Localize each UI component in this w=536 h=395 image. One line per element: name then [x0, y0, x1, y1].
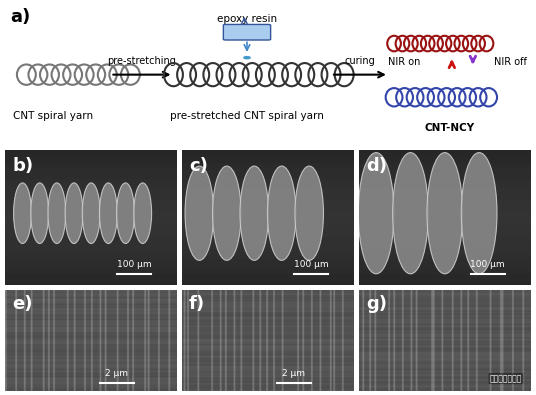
Text: a): a) — [11, 8, 31, 26]
Text: c): c) — [189, 157, 208, 175]
Ellipse shape — [427, 152, 463, 274]
Text: g): g) — [366, 295, 387, 313]
Ellipse shape — [243, 56, 251, 59]
Text: 100 μm: 100 μm — [117, 260, 151, 269]
Ellipse shape — [13, 183, 32, 243]
Text: pre-stretched CNT spiral yarn: pre-stretched CNT spiral yarn — [170, 111, 324, 121]
Ellipse shape — [48, 183, 66, 243]
Text: f): f) — [189, 295, 205, 313]
Text: b): b) — [12, 157, 33, 175]
Text: 2 μm: 2 μm — [282, 369, 305, 378]
Ellipse shape — [295, 166, 324, 260]
Text: curing: curing — [345, 56, 375, 66]
Ellipse shape — [212, 166, 241, 260]
Ellipse shape — [240, 166, 269, 260]
Ellipse shape — [134, 183, 152, 243]
Text: NIR off: NIR off — [494, 57, 527, 67]
Text: 100 μm: 100 μm — [471, 260, 505, 269]
Text: 100 μm: 100 μm — [294, 260, 328, 269]
FancyBboxPatch shape — [224, 24, 271, 40]
Ellipse shape — [393, 152, 428, 274]
Ellipse shape — [31, 183, 49, 243]
Text: NIR on: NIR on — [388, 57, 420, 67]
Ellipse shape — [65, 183, 83, 243]
Ellipse shape — [358, 152, 394, 274]
Text: d): d) — [366, 157, 387, 175]
Ellipse shape — [185, 166, 214, 260]
Ellipse shape — [267, 166, 296, 260]
Ellipse shape — [100, 183, 117, 243]
Text: CNT-NCY: CNT-NCY — [424, 123, 474, 133]
Text: 材料分析与应用: 材料分析与应用 — [490, 374, 522, 383]
Text: CNT spiral yarn: CNT spiral yarn — [12, 111, 93, 121]
Ellipse shape — [82, 183, 100, 243]
Text: 2 μm: 2 μm — [106, 369, 129, 378]
Text: e): e) — [12, 295, 33, 313]
Ellipse shape — [117, 183, 135, 243]
Text: pre-stretching: pre-stretching — [108, 56, 176, 66]
Ellipse shape — [461, 152, 497, 274]
Text: epoxy resin: epoxy resin — [217, 14, 277, 24]
